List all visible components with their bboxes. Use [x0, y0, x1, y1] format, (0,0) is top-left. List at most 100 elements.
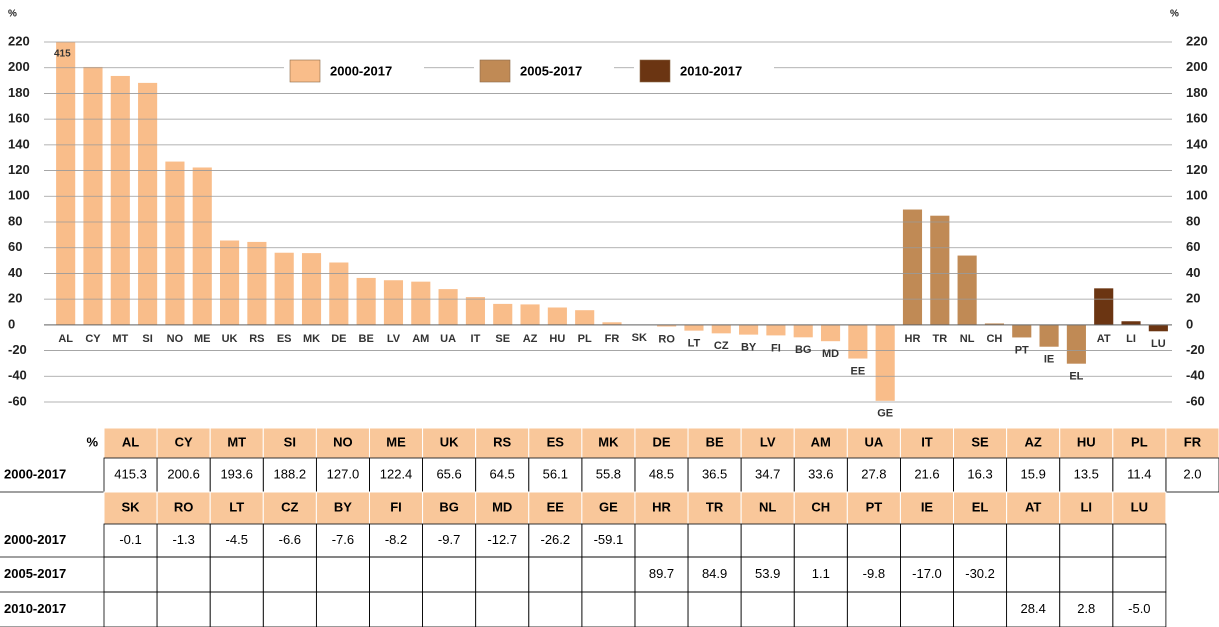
table-header-cell — [846, 427, 901, 459]
bar — [1148, 324, 1168, 332]
bar — [301, 253, 322, 325]
table-header: SK — [122, 499, 141, 514]
table-header: NO — [333, 434, 353, 449]
table-cell — [422, 556, 477, 593]
table-value: 48.5 — [649, 466, 674, 481]
x-tick-label: ME — [194, 333, 211, 345]
y2-tick-label: -40 — [1186, 368, 1205, 383]
table-header-cell — [475, 427, 530, 459]
table-cell — [900, 523, 954, 558]
y-tick-label: 160 — [8, 111, 30, 126]
table-header: BY — [334, 499, 352, 514]
x-tick-label: NL — [960, 333, 975, 345]
bar — [220, 240, 240, 325]
table-cell — [209, 556, 264, 593]
bar — [793, 324, 813, 338]
table-cell — [103, 591, 158, 627]
bar — [902, 209, 923, 325]
table-header-cell — [1112, 491, 1167, 525]
table-cell — [528, 556, 583, 593]
x-tick-label: SE — [495, 333, 510, 345]
y-tick-label: 80 — [8, 213, 22, 228]
table-header-cell — [528, 427, 583, 459]
x-tick-label: ES — [277, 333, 292, 345]
bar — [766, 324, 786, 336]
bar — [383, 280, 404, 325]
table-cell — [262, 591, 317, 627]
table-cell — [846, 591, 901, 627]
table-value: -26.2 — [540, 532, 570, 547]
y-tick-label: 200 — [8, 59, 30, 74]
table-corner: % — [86, 434, 98, 449]
table-value: 64.5 — [490, 466, 515, 481]
y2-tick-label: 220 — [1186, 33, 1208, 48]
y2-tick-label: 40 — [1186, 265, 1200, 280]
table-header: PL — [1131, 434, 1148, 449]
y2-tick-label: 160 — [1186, 111, 1208, 126]
table-value: 11.4 — [1127, 466, 1151, 481]
table-row-label: 2005-2017 — [4, 566, 66, 581]
table-cell — [1059, 556, 1114, 593]
table-cell — [793, 523, 848, 558]
table-header: HR — [652, 499, 671, 514]
table-header: TR — [706, 499, 724, 514]
x-tick-label: NO — [167, 333, 184, 345]
table-value: -6.6 — [279, 532, 301, 547]
table-header: PT — [866, 499, 883, 514]
bar — [165, 161, 185, 325]
table-header-cell — [581, 491, 636, 525]
table-cell — [528, 591, 583, 627]
table-header: BE — [706, 434, 724, 449]
table-value: 188.2 — [274, 466, 307, 481]
y-tick-label: -40 — [8, 368, 27, 383]
table-cell — [687, 523, 742, 558]
bar — [138, 82, 158, 325]
y-tick-label: 180 — [8, 85, 30, 100]
bar — [1066, 324, 1086, 364]
x-tick-label: RO — [658, 333, 675, 345]
table-value: 34.7 — [755, 466, 780, 481]
table-header-cell — [1165, 427, 1219, 459]
table-header-cell — [156, 491, 211, 525]
y-tick-label: 100 — [8, 188, 30, 203]
bar — [657, 324, 677, 327]
table-value: -12.7 — [487, 532, 517, 547]
table-header-cell — [103, 491, 158, 525]
bar — [984, 323, 1004, 325]
table-header-cell — [687, 427, 742, 459]
x-tick-label: TR — [932, 333, 947, 345]
x-tick-label: FR — [605, 333, 620, 345]
table-value: -9.7 — [438, 532, 460, 547]
table-cell — [156, 591, 211, 627]
bar — [1012, 324, 1032, 338]
table-header-cell — [740, 491, 795, 525]
y-tick-label: -20 — [8, 342, 27, 357]
table-cell — [1112, 591, 1167, 627]
table-value: 415.3 — [114, 466, 147, 481]
bar — [848, 324, 868, 359]
table-cell — [369, 556, 423, 593]
table-header: FI — [390, 499, 402, 514]
x-tick-label: SI — [142, 333, 152, 345]
table-cell — [1112, 556, 1167, 593]
table-cell — [369, 591, 423, 627]
legend-label: 2005-2017 — [520, 63, 582, 78]
table-header: NL — [759, 499, 776, 514]
x-tick-label: HR — [905, 333, 921, 345]
x-tick-label: FI — [771, 342, 781, 354]
table-value: 122.4 — [380, 466, 413, 481]
table-header-cell — [368, 427, 424, 459]
table-cell — [740, 591, 795, 627]
table-value: -5.0 — [1128, 601, 1150, 616]
bar — [438, 289, 458, 325]
table-header-cell — [315, 427, 370, 459]
x-tick-label: AT — [1097, 333, 1111, 345]
table-header-cell — [1006, 491, 1061, 525]
table-value: 65.6 — [436, 466, 461, 481]
table-cell — [156, 556, 211, 593]
bar — [739, 324, 759, 335]
table-value: 27.8 — [861, 466, 886, 481]
table-value: 13.5 — [1074, 466, 1099, 481]
x-tick-label: EE — [851, 365, 866, 377]
